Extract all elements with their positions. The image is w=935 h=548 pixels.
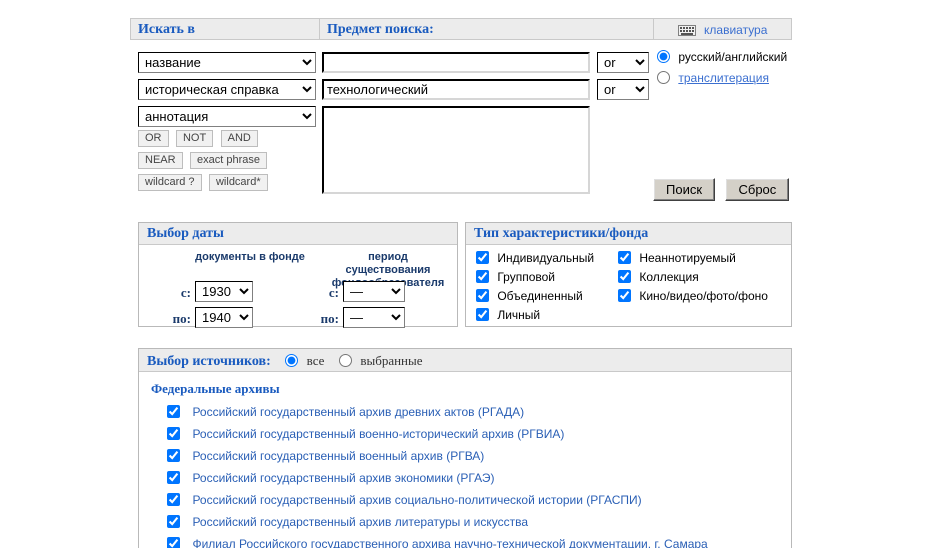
- date-panel-title: Выбор даты: [139, 223, 457, 245]
- checkbox-row-media[interactable]: Кино/видео/фото/фоно: [618, 289, 768, 303]
- label-personal: Личный: [497, 308, 541, 322]
- archive-link-rgantd-samara[interactable]: Филиал Российского государственного архи…: [192, 537, 708, 548]
- label-unannotated: Неаннотируемый: [639, 251, 736, 265]
- checkbox-media[interactable]: [618, 289, 631, 302]
- sources-title: Выбор источников:: [147, 354, 271, 369]
- checkbox-combined[interactable]: [476, 289, 489, 302]
- label-combined: Объединенный: [497, 289, 583, 303]
- sources-group-title: Федеральные архивы: [151, 381, 280, 396]
- label-individual: Индивидуальный: [497, 251, 595, 265]
- search-field-select-2[interactable]: историческая справка: [138, 79, 316, 100]
- checkbox-row-unannotated[interactable]: Неаннотируемый: [618, 251, 736, 265]
- radio-scope-all[interactable]: [285, 354, 299, 367]
- checkbox-unannotated[interactable]: [618, 251, 631, 264]
- operator-button-or[interactable]: OR: [138, 130, 169, 147]
- transliteration-link[interactable]: транслитерация: [678, 71, 769, 85]
- keyboard-icon: [677, 21, 696, 43]
- date-documents-to-select[interactable]: 1940: [195, 307, 253, 328]
- search-criteria-section: Искать в Предмет поиска: название or ист…: [130, 18, 792, 204]
- checkbox-personal[interactable]: [476, 308, 489, 321]
- list-item[interactable]: Российский государственный архив древних…: [139, 403, 791, 425]
- action-button-group: Поиск Сброс: [653, 178, 790, 201]
- checkbox-archive-rgantd-samara[interactable]: [167, 537, 180, 548]
- checkbox-collection[interactable]: [618, 270, 631, 283]
- label-group: Групповой: [497, 270, 555, 284]
- checkbox-individual[interactable]: [476, 251, 489, 264]
- operator-button-and[interactable]: AND: [220, 130, 258, 147]
- archive-link-rgaspi[interactable]: Российский государственный архив социаль…: [192, 493, 642, 507]
- operator-button-wildcard-question[interactable]: wildcard ?: [138, 174, 202, 191]
- language-option-transliteration[interactable]: транслитерация: [657, 71, 807, 85]
- search-field-select-3[interactable]: аннотация: [138, 106, 316, 127]
- list-item[interactable]: Российский государственный военно-истори…: [139, 425, 791, 447]
- label-scope-all: все: [306, 353, 325, 368]
- date-period-to-label: по:: [320, 311, 339, 326]
- operator-button-wildcard-star[interactable]: wildcard*: [208, 174, 268, 191]
- list-item[interactable]: Российский государственный архив социаль…: [139, 491, 791, 513]
- operator-button-group: OR NOT AND NEAR exact phrase wildcard ? …: [138, 128, 318, 194]
- archive-link-rgali[interactable]: Российский государственный архив литерат…: [192, 515, 529, 529]
- checkbox-row-combined[interactable]: Объединенный: [476, 289, 583, 303]
- virtual-keyboard-link[interactable]: клавиатура: [704, 23, 768, 37]
- search-field-select-1[interactable]: название: [138, 52, 316, 73]
- sources-scope-selected-option[interactable]: выбранные: [338, 352, 433, 369]
- archive-link-rgae[interactable]: Российский государственный архив экономи…: [192, 471, 495, 485]
- sources-panel: Выбор источников: все выбранные Федераль…: [138, 348, 792, 548]
- label-scope-selected: выбранные: [360, 353, 423, 368]
- list-item[interactable]: Российский государственный военный архив…: [139, 447, 791, 469]
- search-term-input-1[interactable]: [322, 52, 590, 73]
- column-header-field: Искать в: [130, 18, 320, 40]
- checkbox-group[interactable]: [476, 270, 489, 283]
- operator-button-near[interactable]: NEAR: [138, 152, 183, 169]
- language-label-russian-english: русский/английский: [678, 50, 788, 64]
- date-period-from-select[interactable]: —: [343, 281, 405, 302]
- sources-scope-all-option[interactable]: все: [285, 352, 339, 369]
- label-media: Кино/видео/фото/фоно: [639, 289, 768, 303]
- checkbox-archive-rgaspi[interactable]: [167, 493, 180, 506]
- archive-link-rgva[interactable]: Российский государственный военный архив…: [192, 449, 485, 463]
- fund-type-panel-title: Тип характеристики/фонда: [466, 223, 791, 245]
- list-item[interactable]: Российский государственный архив экономи…: [139, 469, 791, 491]
- language-option-group: русский/английский транслитерация: [657, 50, 807, 92]
- operator-select-2[interactable]: or: [597, 79, 649, 100]
- checkbox-archive-rgada[interactable]: [167, 405, 180, 418]
- archive-link-rgvia[interactable]: Российский государственный военно-истори…: [192, 427, 565, 441]
- operator-button-not[interactable]: NOT: [175, 130, 214, 147]
- checkbox-archive-rgva[interactable]: [167, 449, 180, 462]
- date-period-to-select[interactable]: —: [343, 307, 405, 328]
- date-period-from-label: с:: [328, 285, 339, 300]
- archive-list: Российский государственный архив древних…: [139, 403, 791, 548]
- fund-type-panel: Тип характеристики/фонда Индивидуальный …: [465, 222, 792, 327]
- radio-transliteration[interactable]: [657, 71, 670, 84]
- list-item[interactable]: Российский государственный архив литерат…: [139, 513, 791, 535]
- sources-header: Выбор источников: все выбранные: [139, 349, 791, 372]
- radio-russian-english[interactable]: [657, 50, 670, 63]
- archive-link-rgada[interactable]: Российский государственный архив древних…: [192, 405, 525, 419]
- radio-scope-selected[interactable]: [338, 354, 352, 367]
- search-button[interactable]: Поиск: [653, 178, 716, 201]
- date-documents-to-label: по:: [172, 311, 191, 326]
- date-selection-panel: Выбор даты документы в фонде период суще…: [138, 222, 458, 328]
- checkbox-archive-rgvia[interactable]: [167, 427, 180, 440]
- list-item[interactable]: Филиал Российского государственного архи…: [139, 535, 791, 548]
- checkbox-row-personal[interactable]: Личный: [476, 308, 540, 322]
- label-collection: Коллекция: [639, 270, 699, 284]
- operator-button-exact-phrase[interactable]: exact phrase: [190, 152, 267, 169]
- checkbox-row-individual[interactable]: Индивидуальный: [476, 251, 594, 265]
- reset-button[interactable]: Сброс: [725, 178, 790, 201]
- date-documents-from-label: с:: [180, 285, 191, 300]
- date-documents-from-select[interactable]: 1930: [195, 281, 253, 302]
- search-term-input-2[interactable]: [322, 79, 590, 100]
- checkbox-row-group[interactable]: Групповой: [476, 270, 555, 284]
- checkbox-archive-rgali[interactable]: [167, 515, 180, 528]
- checkbox-archive-rgae[interactable]: [167, 471, 180, 484]
- keyboard-panel: клавиатура: [653, 18, 792, 40]
- keyboard-bar: клавиатура: [653, 18, 792, 40]
- language-option-russian-english[interactable]: русский/английский: [657, 50, 807, 64]
- date-caption-documents: документы в фонде: [195, 251, 305, 263]
- search-term-textarea-3[interactable]: [322, 106, 590, 194]
- checkbox-row-collection[interactable]: Коллекция: [618, 270, 699, 284]
- operator-select-1[interactable]: or: [597, 52, 649, 73]
